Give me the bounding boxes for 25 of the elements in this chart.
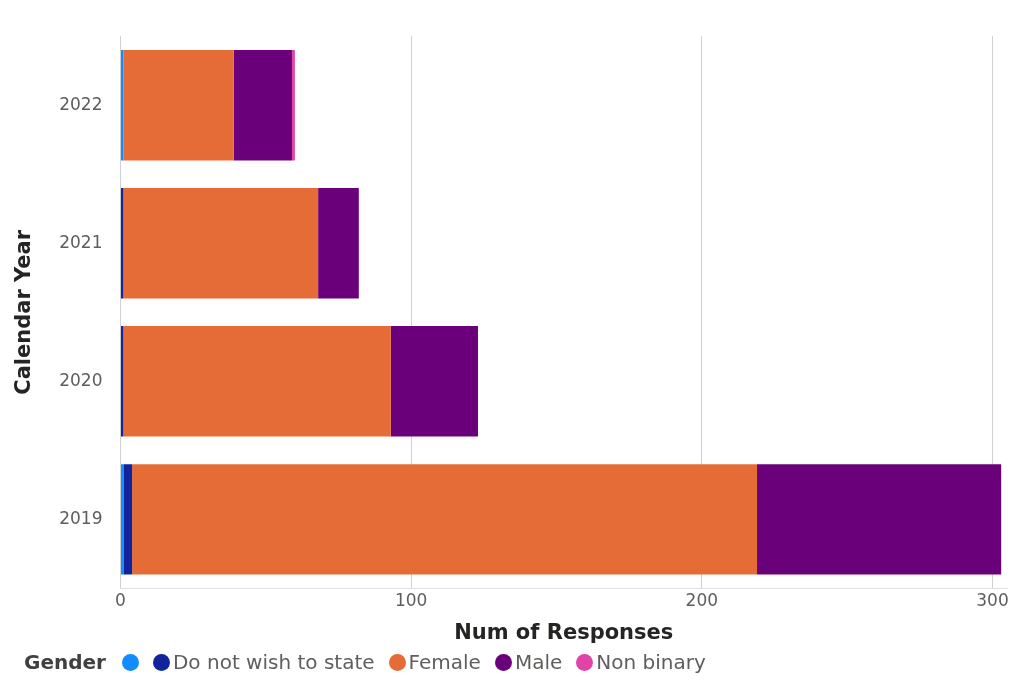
y-tick-label: 2019: [59, 507, 103, 528]
x-tick-label: 300: [976, 590, 1009, 611]
bar: [318, 188, 359, 299]
legend-label: Female: [408, 650, 481, 674]
bar: [132, 464, 758, 575]
bar: [123, 188, 319, 299]
bar: [233, 50, 292, 161]
legend-label: Male: [514, 650, 563, 674]
x-tick-label: 0: [115, 590, 126, 611]
bar: [291, 50, 295, 161]
bar: [390, 326, 478, 437]
bar: [123, 326, 391, 437]
bar: [123, 50, 234, 161]
x-axis-title: Num of Responses: [454, 619, 674, 644]
x-tick-label: 200: [685, 590, 719, 611]
y-tick-label: 2020: [59, 369, 103, 390]
legend-label: Non binary: [596, 650, 706, 674]
bar: [757, 464, 1002, 575]
y-tick-label: 2022: [59, 93, 103, 114]
y-tick-label: 2021: [59, 231, 103, 252]
y-axis-title: Calendar Year: [11, 229, 36, 395]
x-tick-label: 100: [394, 590, 428, 611]
legend-label: Do not wish to state: [172, 650, 375, 674]
bar: [123, 464, 133, 575]
legend-title: Gender: [24, 650, 106, 674]
